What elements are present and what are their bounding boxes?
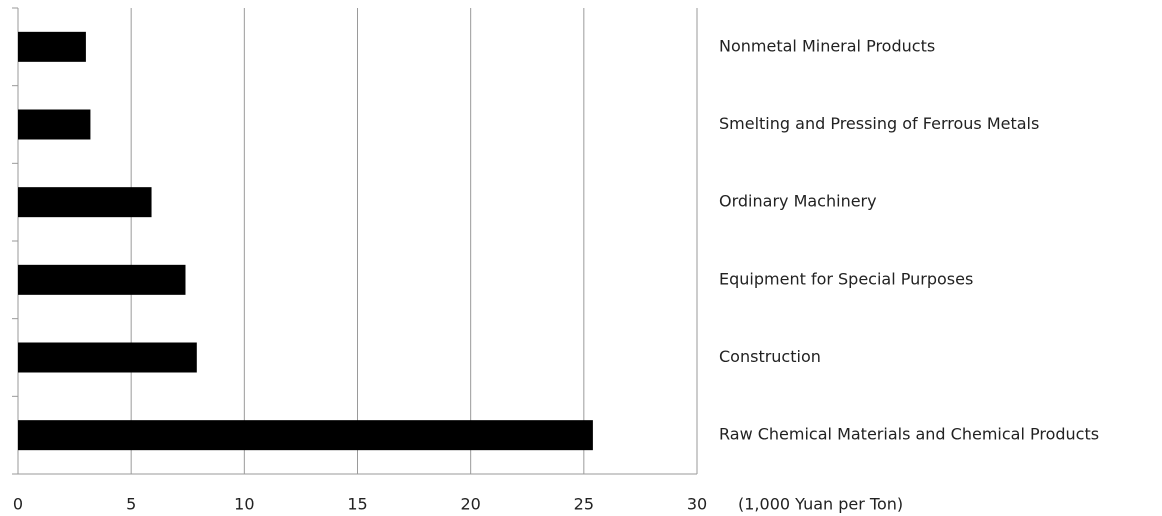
x-tick-label: 30 xyxy=(687,495,707,514)
x-tick-label: 10 xyxy=(234,495,254,514)
x-tick-label: 0 xyxy=(13,495,23,514)
category-label: Equipment for Special Purposes xyxy=(719,269,973,288)
bar xyxy=(18,342,197,373)
category-label: Ordinary Machinery xyxy=(719,192,877,211)
bar xyxy=(18,264,186,295)
category-label: Construction xyxy=(719,347,821,366)
bar xyxy=(18,420,593,451)
category-label: Smelting and Pressing of Ferrous Metals xyxy=(719,114,1039,133)
bar xyxy=(18,31,86,62)
category-label: Nonmetal Mineral Products xyxy=(719,36,935,55)
x-tick-label: 5 xyxy=(126,495,136,514)
x-axis-label: (1,000 Yuan per Ton) xyxy=(738,495,903,514)
bar xyxy=(18,109,91,140)
x-tick-label: 25 xyxy=(574,495,594,514)
x-tick-label: 15 xyxy=(347,495,367,514)
bar xyxy=(18,187,152,218)
x-tick-label: 20 xyxy=(460,495,480,514)
category-label: Raw Chemical Materials and Chemical Prod… xyxy=(719,425,1099,444)
